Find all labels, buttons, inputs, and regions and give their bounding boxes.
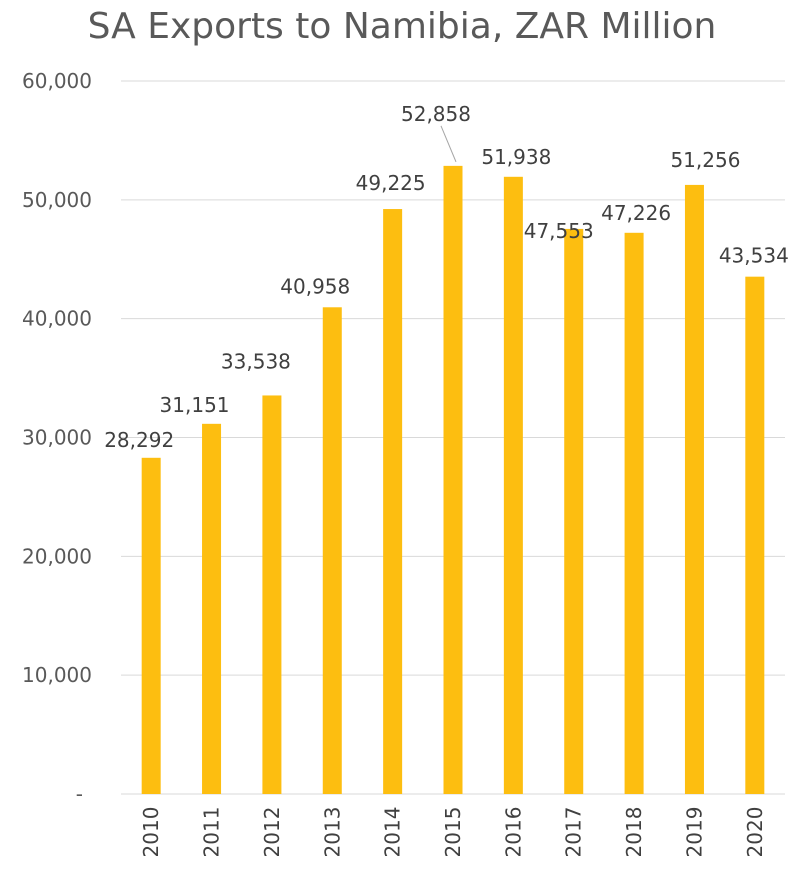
data-label-2020: 43,534 — [719, 244, 789, 268]
x-tick-label-2017: 2017 — [562, 807, 586, 858]
data-labels: 28,292 31,151 33,538 40,958 49,225 52,858 51,9… — [104, 102, 789, 452]
bar-2019 — [684, 184, 704, 795]
bar-2014 — [383, 209, 403, 795]
data-label-2015: 52,858 — [401, 102, 471, 126]
data-label-leader-line — [440, 125, 457, 163]
x-tick-label-2018: 2018 — [622, 807, 646, 858]
bar-2020 — [745, 276, 765, 794]
x-tick-label-2016: 2016 — [501, 807, 525, 858]
x-tick-label-2014: 2014 — [381, 807, 405, 858]
x-tick-label-2012: 2012 — [260, 807, 284, 858]
x-tick-label-2013: 2013 — [320, 807, 344, 858]
y-tick-label: 30,000 — [22, 426, 92, 450]
bar-2015 — [443, 165, 463, 794]
bar-2013 — [322, 307, 342, 794]
y-tick-label: 50,000 — [22, 188, 92, 212]
data-label-2019: 51,256 — [670, 148, 740, 172]
y-axis-ticks: - 10,000 20,000 30,000 40,000 50,000 60,000 — [22, 69, 92, 806]
data-label-2014: 49,225 — [356, 171, 426, 195]
data-label-2011: 31,151 — [160, 393, 230, 417]
bar-2010 — [141, 457, 161, 794]
bar-2018 — [624, 232, 644, 794]
data-label-2017: 47,553 — [524, 219, 594, 243]
x-tick-label-2020: 2020 — [743, 807, 767, 858]
y-tick-label: 40,000 — [22, 307, 92, 331]
x-tick-label-2015: 2015 — [441, 807, 465, 858]
bar-2011 — [202, 423, 222, 794]
x-tick-label-2019: 2019 — [682, 807, 706, 858]
data-label-2016: 51,938 — [481, 145, 551, 169]
bar-2016 — [503, 176, 523, 794]
bar-2017 — [564, 228, 584, 794]
data-label-2013: 40,958 — [280, 274, 350, 298]
x-tick-label-2010: 2010 — [139, 807, 163, 858]
y-tick-label: 60,000 — [22, 69, 92, 93]
chart-title: SA Exports to Namibia, ZAR Million — [88, 6, 717, 47]
data-label-2018: 47,226 — [601, 201, 671, 225]
data-label-2010: 28,292 — [104, 428, 174, 452]
y-tick-label: 10,000 — [22, 663, 92, 687]
bars — [141, 165, 765, 795]
x-axis-ticks: 2010 2011 2012 2013 2014 2015 2016 2017 2018 2019… — [139, 807, 767, 858]
y-tick-label: - — [76, 782, 83, 806]
data-label-2012: 33,538 — [221, 349, 291, 373]
x-tick-label-2011: 2011 — [200, 807, 224, 858]
y-tick-label: 20,000 — [22, 544, 92, 568]
bar-2012 — [262, 395, 282, 794]
